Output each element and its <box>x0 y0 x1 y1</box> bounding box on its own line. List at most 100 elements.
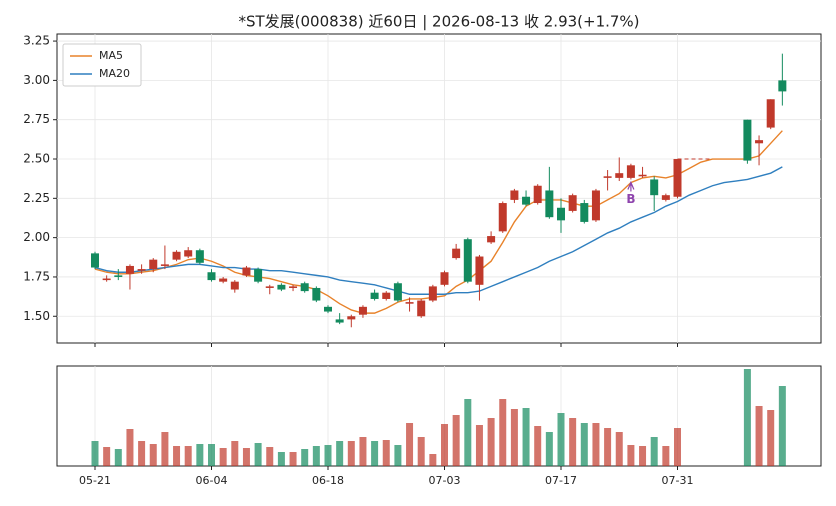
candle-body <box>324 306 332 312</box>
volume-bar <box>417 437 425 466</box>
candle-body <box>475 256 484 285</box>
candle-body <box>160 264 169 266</box>
candle-body <box>230 281 239 290</box>
candle-body <box>661 195 670 200</box>
volume-bar <box>592 423 600 466</box>
volume-bar <box>615 432 623 466</box>
candle-body <box>580 203 589 222</box>
volume-bar <box>499 399 507 466</box>
volume-bar <box>755 406 763 466</box>
volume-bar <box>487 418 495 466</box>
y-tick-label: 1.50 <box>23 309 50 323</box>
legend-label: MA20 <box>99 67 130 80</box>
candle-body <box>557 207 565 221</box>
candle-body <box>405 302 414 304</box>
candle-body <box>778 80 787 92</box>
annotation-arrow <box>627 180 635 192</box>
volume-bar <box>382 440 390 466</box>
y-tick-label: 3.00 <box>23 73 50 87</box>
candle-body <box>125 265 134 274</box>
volume-bar <box>534 426 542 466</box>
candle-body <box>91 253 99 268</box>
candle-body <box>463 239 472 282</box>
candle-body <box>242 267 251 276</box>
candle-body <box>510 190 519 200</box>
candle-body <box>428 286 437 301</box>
candle-body <box>254 269 263 282</box>
volume-bar <box>336 441 344 466</box>
volume-bar <box>184 446 192 466</box>
volume-bar <box>196 444 204 466</box>
x-tick-label: 05-21 <box>79 474 111 487</box>
candle-body <box>743 119 752 161</box>
candle-body <box>137 269 146 271</box>
candle-body <box>487 236 496 243</box>
candle-body <box>626 165 635 178</box>
volume-bar <box>312 446 320 466</box>
volume-bar <box>406 423 414 466</box>
candle-body <box>289 286 298 288</box>
volume-bar <box>522 408 530 466</box>
x-tick-label: 07-31 <box>662 474 694 487</box>
annotation-label: B <box>626 192 635 206</box>
y-tick-label: 2.00 <box>23 230 50 244</box>
volume-bar <box>289 452 297 466</box>
volume-bar <box>324 445 332 466</box>
candle-body <box>766 99 775 128</box>
volume-bar <box>219 448 227 466</box>
candle-body <box>393 283 402 301</box>
volume-bar <box>231 441 239 466</box>
volume-bar <box>208 444 215 466</box>
volume-bar <box>126 429 134 466</box>
volume-bar <box>429 454 437 466</box>
candle-body <box>207 272 216 281</box>
candle-body <box>591 190 600 221</box>
price-panel <box>56 33 822 344</box>
candle-body <box>533 185 542 204</box>
volume-bar <box>254 443 262 466</box>
volume-bar <box>371 441 379 466</box>
ma-line <box>94 130 783 314</box>
volume-bar <box>510 409 518 466</box>
candle-body <box>114 275 123 277</box>
y-tick-label: 3.25 <box>23 34 50 48</box>
volume-bar <box>674 428 681 466</box>
volume-bar <box>662 446 670 466</box>
volume-bar <box>604 428 612 466</box>
candle-body <box>370 292 379 299</box>
candle-body <box>312 287 321 301</box>
x-tick-label: 07-17 <box>545 474 577 487</box>
volume-bar <box>347 441 355 466</box>
candle-body <box>335 319 344 323</box>
volume-bar <box>91 441 99 466</box>
volume-bar <box>103 447 111 466</box>
volume-bar <box>580 423 588 466</box>
volume-bar <box>173 446 181 466</box>
volume-bar <box>149 444 157 466</box>
candle-body <box>615 173 624 178</box>
volume-bar <box>464 399 472 466</box>
x-tick-label: 06-18 <box>312 474 344 487</box>
volume-bar <box>767 410 775 466</box>
volume-bar <box>778 386 786 466</box>
volume-bar <box>277 452 285 466</box>
chart-title: *ST发展(000838) 近60日 | 2026-08-13 收 2.93(+… <box>238 13 639 31</box>
volume-bar <box>138 441 146 466</box>
legend-box <box>62 43 142 87</box>
candle-body <box>347 316 356 320</box>
y-tick-label: 1.75 <box>23 269 50 283</box>
candle-body <box>673 159 682 197</box>
volume-bar <box>743 369 751 466</box>
candle-body <box>277 284 286 290</box>
volume-bar <box>242 448 250 466</box>
y-tick-label: 2.75 <box>23 112 50 126</box>
candle-body <box>417 300 426 317</box>
volume-bar <box>639 446 647 466</box>
volume-bar <box>394 445 402 466</box>
candle-body <box>440 272 449 285</box>
candle-body <box>102 278 111 281</box>
candle-body <box>755 140 764 144</box>
candle-body <box>498 203 507 232</box>
candle-body <box>638 174 647 177</box>
